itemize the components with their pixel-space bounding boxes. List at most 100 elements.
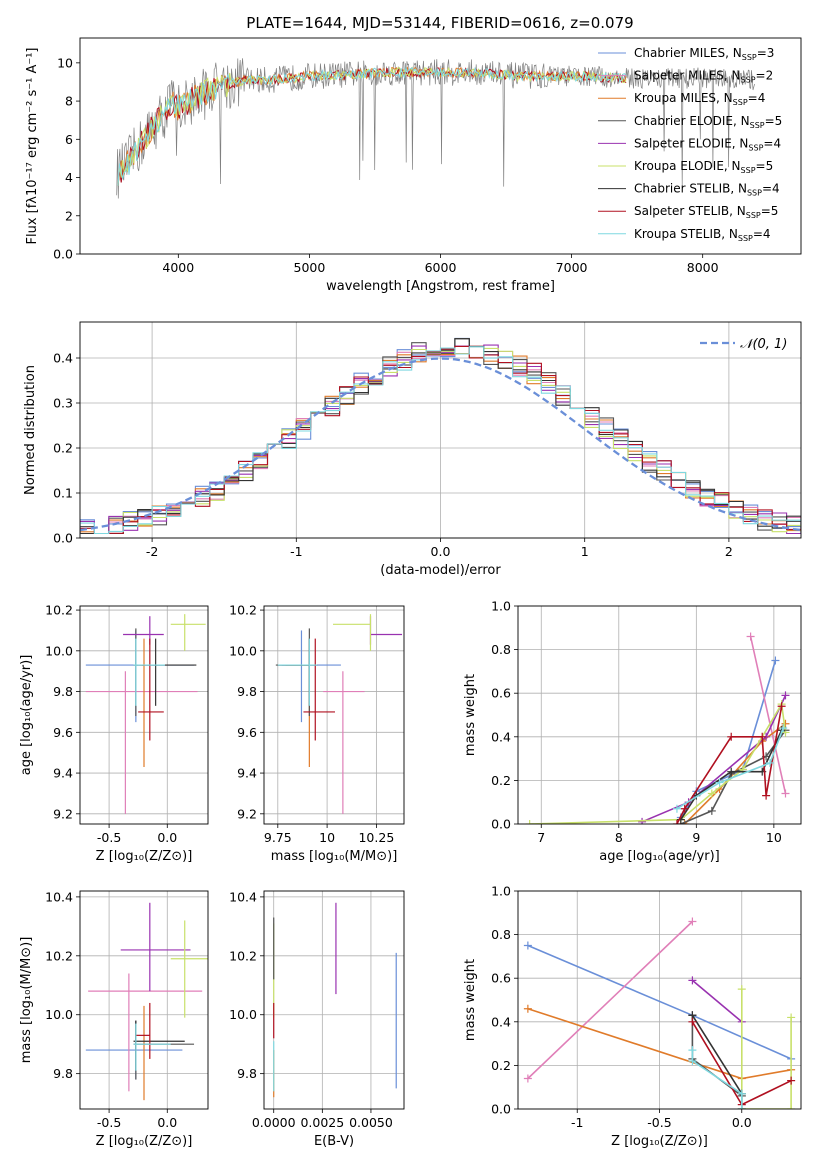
point-marker [762, 791, 771, 800]
panel-mass_vs_Z: -0.5 0.0 9.8 10.0 10.2 10.4 Z [log₁₀(Z/Z⊙)] mas… [19, 889, 209, 1149]
point-marker [771, 656, 780, 665]
plot-area [85, 614, 206, 814]
x-tick-label: 10.25 [358, 830, 394, 845]
point-marker [523, 1004, 532, 1013]
point-marker [765, 758, 774, 767]
x-tick-label: -1 [290, 544, 302, 559]
point-marker [787, 1076, 796, 1085]
point-marker [779, 724, 788, 733]
errorbar-point [133, 1023, 171, 1071]
x-tick-label: 10 [319, 830, 335, 845]
axes-frame [263, 605, 405, 825]
point-marker [680, 820, 689, 824]
y-axis-label: mass [log₁₀(M/M⊙)] [19, 937, 34, 1064]
x-tick-label: 10 [766, 830, 782, 845]
x-tick-label: 0.0 [157, 830, 177, 845]
y-tick-label: 9.4 [237, 766, 257, 781]
y-tick-label: 0.2 [53, 441, 73, 456]
plot-area [525, 632, 790, 824]
legend: Chabrier MILES, NSSP=3 Salpeter MILES, NS… [598, 46, 782, 243]
axes-frame [79, 321, 802, 539]
x-tick-label: -0.5 [97, 830, 121, 845]
y-tick-label: 0.0 [491, 1102, 511, 1117]
y-tick-label: 9.8 [53, 1066, 73, 1081]
point-marker [672, 820, 681, 824]
legend-label: Salpeter MILES, NSSP=2 [634, 69, 773, 85]
axes-frame [79, 890, 209, 1110]
x-axis-label: E(B-V) [314, 1134, 354, 1149]
x-tick-label: -2 [146, 544, 158, 559]
y-axis-label: Normed distribution [23, 365, 38, 495]
legend-label: Chabrier STELIB, NSSP=4 [634, 182, 780, 198]
y-tick-label: 10.2 [229, 948, 257, 963]
y-tick-label: 9.8 [237, 1066, 257, 1081]
errorbar-point [133, 1020, 185, 1071]
y-tick-label: 10 [57, 55, 73, 70]
x-tick-label: -1 [571, 1115, 583, 1130]
y-tick-label: 0.1 [53, 486, 73, 501]
x-tick-label: 0.0000 [252, 1115, 296, 1130]
y-axis-label: mass weight [463, 959, 478, 1041]
y-tick-label: 0.6 [491, 971, 511, 986]
point-marker [737, 1089, 746, 1098]
y-tick-label: 9.6 [53, 725, 73, 740]
y-tick-label: 6 [65, 132, 73, 147]
x-axis-label: wavelength [Angstrom, rest frame] [326, 279, 555, 294]
y-tick-label: 10.4 [229, 889, 257, 904]
weight-line [676, 727, 784, 810]
plot-area [116, 58, 755, 199]
point-marker [781, 691, 790, 700]
x-tick-label: 0.0 [732, 1115, 752, 1130]
weight-line [684, 723, 786, 824]
x-tick-label: -0.5 [647, 1115, 671, 1130]
plot-area [80, 337, 801, 535]
point-marker [727, 732, 736, 741]
x-tick-label: 1 [581, 544, 589, 559]
panel-weight_vs_Z: -1 -0.5 0.0 0.0 0.2 0.4 0.6 0.8 1.0 Z [log₁₀(Z/Z⊙… [463, 884, 802, 1149]
plot-area [523, 917, 796, 1109]
axes-frame [79, 605, 209, 825]
x-tick-label: 0.0025 [300, 1115, 344, 1130]
errorbar-point [170, 920, 208, 1018]
y-tick-label: 0.4 [491, 1014, 511, 1029]
point-marker [737, 1105, 746, 1109]
errorbar-point [85, 1020, 183, 1080]
x-axis-label: age [log₁₀(age/yr)] [599, 849, 720, 864]
plot-area [275, 614, 403, 814]
x-tick-label: 9 [692, 830, 700, 845]
errorbar-point [275, 628, 310, 717]
point-marker [672, 804, 681, 813]
point-marker [781, 789, 790, 798]
figure-title: PLATE=1644, MJD=53144, FIBERID=0616, z=0… [246, 14, 633, 32]
y-tick-label: 0.8 [491, 642, 511, 657]
point-marker [777, 702, 786, 711]
y-axis-label: Flux [fλ10⁻¹⁷ erg cm⁻² s⁻¹ A⁻¹] [25, 48, 40, 245]
y-tick-label: 1.0 [491, 884, 511, 899]
y-tick-label: 10.0 [229, 643, 257, 658]
weight-line [691, 1050, 743, 1109]
histogram-kroupa-stelib [80, 346, 801, 535]
point-marker [688, 1046, 697, 1055]
errorbar-point [277, 638, 318, 706]
y-tick-label: 0.0 [53, 247, 73, 262]
errorbar-point [141, 638, 145, 767]
y-tick-label: 0.8 [491, 927, 511, 942]
y-tick-label: 10.0 [45, 1007, 73, 1022]
point-marker [525, 820, 534, 824]
point-marker [715, 778, 724, 787]
panel-spectrum: 4000 5000 6000 7000 8000 0.0 2 4 6 8 10 wavelength … [25, 37, 802, 294]
axes-frame [79, 37, 802, 255]
errorbar-point [170, 614, 206, 651]
errorbar-point [303, 638, 335, 741]
x-tick-label: 6000 [425, 260, 457, 275]
x-tick-label: 4000 [162, 260, 194, 275]
point-marker [523, 1074, 532, 1083]
y-tick-label: 9.8 [53, 684, 73, 699]
errorbar-point [85, 630, 195, 723]
weight-line [527, 920, 693, 1080]
point-marker [758, 732, 767, 741]
errorbar-point [333, 614, 372, 651]
x-tick-label: 7000 [556, 260, 588, 275]
panel-residuals: -2 -1 0.0 1 2 0.0 0.1 0.2 0.3 0.4 (data-model)/err… [23, 321, 802, 578]
axes-frame [517, 605, 802, 825]
